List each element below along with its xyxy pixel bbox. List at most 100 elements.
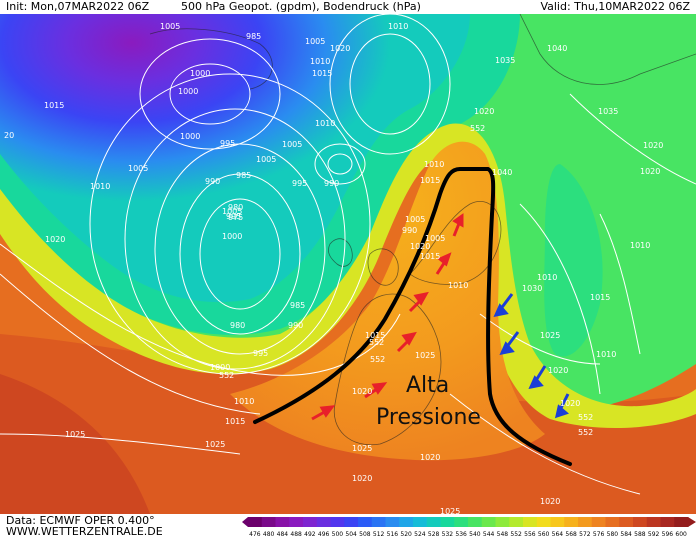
- scale-swatch: [468, 517, 483, 527]
- scale-tick-label: 600: [675, 531, 687, 538]
- isobar-label: 552: [370, 355, 385, 364]
- isobar-label: 995: [292, 179, 307, 188]
- isobar-label: 1005: [222, 207, 242, 216]
- isobar-label: 1020: [643, 141, 663, 150]
- scale-swatch: [646, 517, 661, 527]
- scale-swatch: [454, 517, 469, 527]
- scale-swatch: [344, 517, 359, 527]
- scale-swatch: [399, 517, 414, 527]
- scale-tick-label: 492: [304, 531, 316, 538]
- isobar-label: 1005: [256, 155, 276, 164]
- isobar-label: 1020: [410, 242, 430, 251]
- scale-tick-label: 576: [593, 531, 605, 538]
- scale-tick-label: 588: [634, 531, 646, 538]
- sw-deep-warm: [0, 374, 150, 514]
- scale-swatch: [330, 517, 345, 527]
- scale-tick-label: 564: [552, 531, 564, 538]
- ridge-core: [230, 141, 545, 461]
- isobar-label: 1020: [420, 453, 440, 462]
- scale-tick-label: 544: [483, 531, 495, 538]
- scale-swatch: [564, 517, 579, 527]
- scale-tick-label: 508: [359, 531, 371, 538]
- isobar-label: 1000: [190, 69, 210, 78]
- scale-swatch: [385, 517, 400, 527]
- scale-swatch: [578, 517, 593, 527]
- annotation-alta: Alta: [406, 373, 449, 398]
- scale-tick-label: 532: [442, 531, 454, 538]
- scale-swatch: [289, 517, 304, 527]
- cold-blue-field: [0, 14, 470, 303]
- scale-swatch: [633, 517, 648, 527]
- scale-tick-label: 552: [510, 531, 522, 538]
- scale-tick-label: 568: [565, 531, 577, 538]
- isobar-label: 1025: [415, 351, 435, 360]
- isobar-label: 1020: [352, 387, 372, 396]
- isobar-label: 1010: [424, 160, 444, 169]
- scale-tick-label: 496: [318, 531, 330, 538]
- scale-swatch: [591, 517, 606, 527]
- isobar-label: 1005: [305, 37, 325, 46]
- isobar-label: 1025: [65, 430, 85, 439]
- annotation-pressione: Pressione: [376, 405, 481, 430]
- isobar-label: 1015: [420, 176, 440, 185]
- scale-swatch: [523, 517, 538, 527]
- isobar-label: 995: [253, 349, 268, 358]
- map-title: 500 hPa Geopot. (gpdm), Bodendruck (hPa): [181, 0, 421, 13]
- isobar-label: 1010: [596, 350, 616, 359]
- isobar-label: 1005: [425, 234, 445, 243]
- isobar-label: 1020: [540, 497, 560, 506]
- isobar-label: 1015: [225, 417, 245, 426]
- scale-arrow-left: [242, 517, 248, 527]
- isobar-label: 1020: [330, 44, 350, 53]
- scale-tick-label: 516: [387, 531, 399, 538]
- isobars: [0, 14, 696, 495]
- scale-swatch: [550, 517, 565, 527]
- scale-swatch: [426, 517, 441, 527]
- scale-tick-label: 480: [263, 531, 275, 538]
- scale-tick-label: 596: [662, 531, 674, 538]
- scale-swatch: [358, 517, 373, 527]
- isohypse-label: 552: [219, 371, 234, 380]
- valid-time: Valid: Thu,10MAR2022 06Z: [540, 0, 690, 13]
- cold-advection-arrows: [493, 293, 570, 419]
- scale-tick-label: 484: [277, 531, 289, 538]
- isobar-label: 975: [228, 213, 243, 222]
- isobar-label: 1010: [234, 397, 254, 406]
- footer: Data: ECMWF OPER 0.400° WWW.WETTERZENTRA…: [6, 515, 163, 537]
- isobar-label: 1020: [352, 474, 372, 483]
- isobar-label: 1020: [474, 107, 494, 116]
- scale-tick-label: 520: [400, 531, 412, 538]
- map-header: Init: Mon,07MAR2022 06Z 500 hPa Geopot. …: [0, 0, 696, 14]
- weather-map: 1005 985 1000 1005 1020 1010 1010 1015 1…: [0, 14, 696, 514]
- scale-tick-label: 536: [455, 531, 467, 538]
- isobar-label: 1010: [90, 182, 110, 191]
- scale-tick-label: 528: [428, 531, 440, 538]
- isohypse-label: 552: [578, 413, 593, 422]
- isobar-label: 1005: [128, 164, 148, 173]
- isobar-label: 990: [205, 177, 220, 186]
- isobar-label: 995: [226, 212, 241, 221]
- east-cyan-trough: [544, 164, 603, 357]
- isobar-label: 1000: [180, 132, 200, 141]
- data-source: Data: ECMWF OPER 0.400°: [6, 514, 155, 527]
- isobar-label: 1015: [365, 331, 385, 340]
- isobar-label: 1020: [548, 366, 568, 375]
- pressure-labels: 1005 985 1000 1005 1020 1010 1010 1015 1…: [4, 22, 663, 514]
- isobar-label: 1025: [352, 444, 372, 453]
- isobar-label: 1020: [640, 167, 660, 176]
- isohypse-label: 552: [470, 124, 485, 133]
- isobar-label: 1015: [420, 252, 440, 261]
- isobar-label: 1015: [44, 101, 64, 110]
- isobar-label: 1020: [560, 399, 580, 408]
- scale-tick-label: 500: [332, 531, 344, 538]
- isobar-label: 1040: [492, 168, 512, 177]
- scale-swatch: [660, 517, 675, 527]
- scale-swatch: [674, 517, 689, 527]
- isobar-label: 1005: [282, 140, 302, 149]
- isobar-label: 1025: [540, 331, 560, 340]
- isobar-label: 995: [220, 139, 235, 148]
- scale-tick-label: 504: [345, 531, 357, 538]
- scale-tick-label: 560: [538, 531, 550, 538]
- scale-swatch: [440, 517, 455, 527]
- isobar-label: 1010: [630, 241, 650, 250]
